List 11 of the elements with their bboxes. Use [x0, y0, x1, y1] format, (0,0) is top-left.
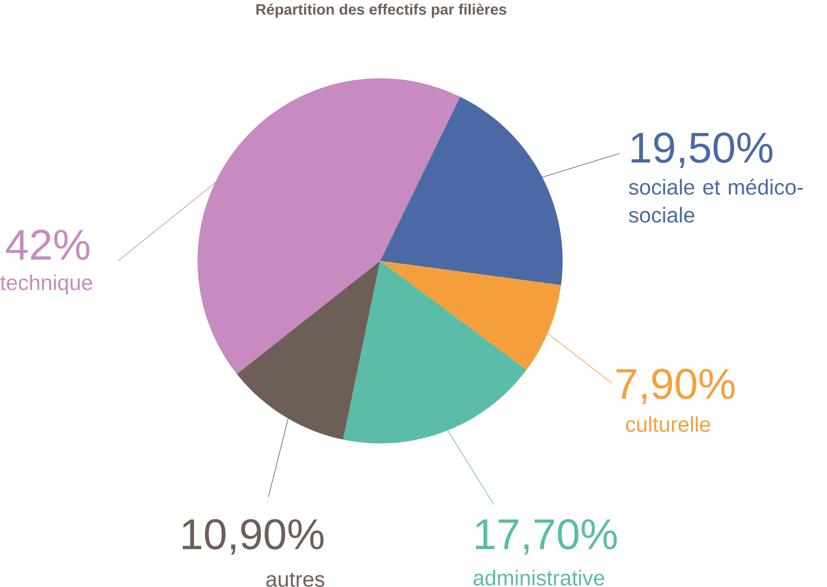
slice-label: technique — [0, 274, 92, 295]
data-label: 17,70% — [476, 519, 617, 555]
data-label: 42% — [6, 230, 90, 260]
slice-label: autres — [266, 572, 324, 587]
chart-title: Répartition des effectifs par filières — [256, 4, 506, 18]
data-label: 7,90% — [616, 368, 735, 404]
data-label: 10,90% — [182, 519, 324, 555]
slice-label: culturelle — [626, 416, 710, 432]
slice-label: sociale et médico-sociale — [628, 178, 803, 223]
data-label: 19,50% — [632, 132, 772, 168]
slice-label: administrative — [474, 570, 604, 586]
